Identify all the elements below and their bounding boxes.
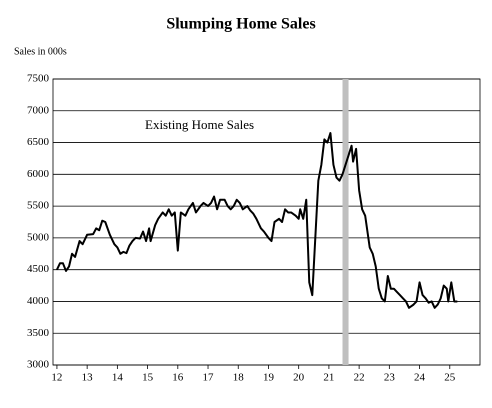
y-tick-label: 4500 — [27, 263, 50, 275]
x-tick-label: 14 — [112, 372, 124, 384]
y-tick-label: 3000 — [27, 359, 50, 371]
y-tick-label: 7500 — [27, 73, 50, 85]
x-tick-label: 19 — [263, 372, 275, 384]
y-tick-label: 4000 — [27, 295, 50, 307]
x-tick-label: 13 — [82, 372, 94, 384]
y-tick-label: 5500 — [27, 200, 50, 212]
y-tick-label: 5000 — [27, 231, 50, 243]
y-tick-label: 7000 — [27, 104, 50, 116]
x-tick-label: 22 — [354, 372, 365, 384]
x-tick-label: 18 — [233, 372, 245, 384]
x-tick-label: 17 — [203, 372, 215, 384]
series-label: Existing Home Sales — [145, 117, 254, 132]
x-tick-label: 23 — [384, 372, 396, 384]
shaded-band — [342, 79, 349, 365]
y-axis-label: Sales in 000s — [14, 46, 67, 57]
x-tick-label: 20 — [293, 372, 305, 384]
chart-title: Slumping Home Sales — [166, 16, 315, 33]
x-tick-label: 24 — [414, 372, 426, 384]
plot-area — [52, 78, 481, 366]
x-tick-label: 25 — [444, 372, 456, 384]
x-tick-label: 16 — [172, 372, 184, 384]
data-line — [56, 132, 458, 309]
x-tick-label: 21 — [323, 372, 334, 384]
x-tick-label: 12 — [51, 372, 62, 384]
y-tick-label: 6000 — [27, 168, 50, 180]
y-tick-label: 3500 — [27, 327, 50, 339]
x-tick-label: 15 — [142, 372, 154, 384]
y-tick-label: 6500 — [27, 136, 50, 148]
